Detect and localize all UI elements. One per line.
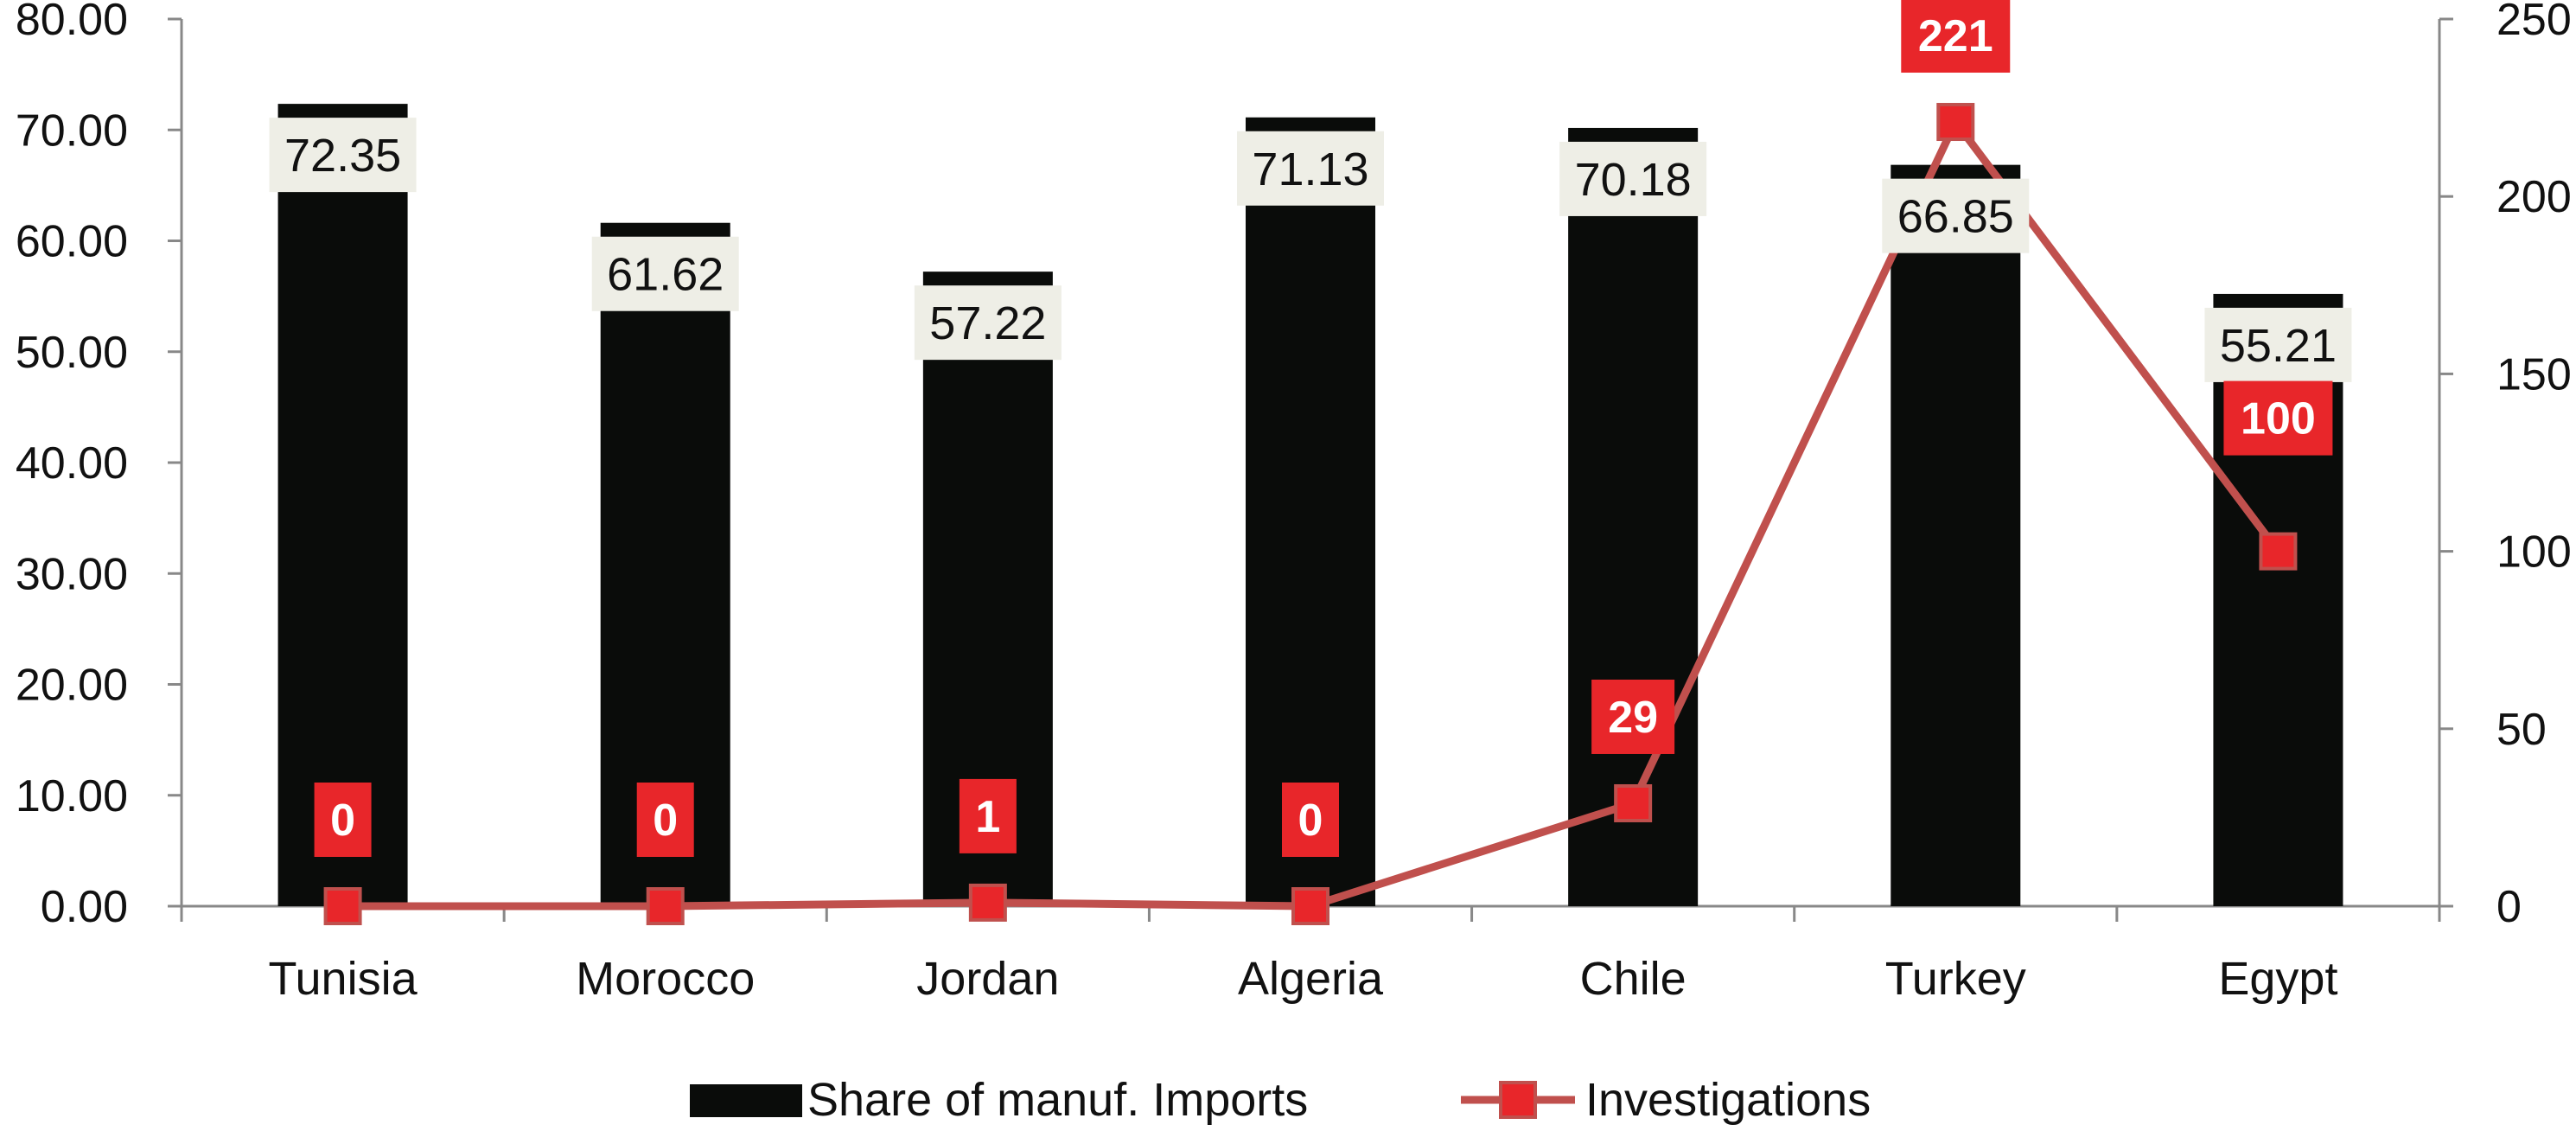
line-label: 0: [653, 796, 678, 846]
bar-label: 71.13: [1252, 144, 1368, 195]
y-left-tick-label: 30.00: [16, 549, 128, 599]
x-tick-label: Algeria: [1238, 953, 1384, 1005]
bar-label: 61.62: [607, 249, 724, 301]
y-left-tick-label: 10.00: [16, 771, 128, 821]
line-marker: [646, 887, 685, 925]
line-marker: [1936, 103, 1975, 142]
bar: [1568, 127, 1699, 906]
x-tick-label: Tunisia: [269, 953, 418, 1005]
legend-label-bar: Share of manuf. Imports: [807, 1074, 1308, 1126]
legend: Share of manuf. Imports Investigations: [690, 1074, 1871, 1126]
line-label: 1: [975, 792, 1000, 842]
legend-label-line: Investigations: [1585, 1074, 1871, 1126]
y-left-tick-label: 20.00: [16, 661, 128, 711]
legend-swatch-marker: [1499, 1081, 1537, 1119]
bar-label-box: [1237, 131, 1384, 206]
bar-label-box: [914, 285, 1062, 361]
bar: [1246, 117, 1375, 906]
line-label: 100: [2241, 394, 2316, 444]
x-tick-label: Jordan: [916, 953, 1059, 1005]
y-right-tick-label: 250: [2496, 0, 2572, 45]
bar-label: 72.35: [284, 130, 401, 182]
bar: [277, 104, 408, 906]
line-marker: [968, 883, 1007, 922]
line-marker: [323, 887, 362, 925]
bar-label-box: [2204, 307, 2352, 382]
bar: [1891, 164, 2021, 906]
line-label-box: [1282, 783, 1339, 857]
line-label-box: [1901, 0, 2011, 73]
bar-label: 57.22: [929, 297, 1046, 349]
legend-swatch-bar: [690, 1084, 802, 1117]
bar-label: 55.21: [2220, 320, 2337, 372]
line-marker: [2259, 532, 2298, 571]
line-label: 0: [330, 796, 355, 846]
y-right-tick-label: 150: [2496, 349, 2572, 399]
line-label: 221: [1918, 11, 1993, 61]
line-series: [323, 103, 2298, 925]
bar-label-box: [1882, 178, 2030, 253]
line-label: 0: [1298, 796, 1323, 846]
line-label-box: [2223, 380, 2333, 456]
line-label-box: [314, 783, 372, 857]
bar-label: 66.85: [1897, 191, 2014, 243]
y-left-tick-label: 60.00: [16, 217, 128, 267]
line-label-box: [959, 778, 1017, 853]
line-marker: [1291, 887, 1329, 925]
line-label-box: [1591, 679, 1675, 754]
y-axis-right: 0 50 100 150 200 250: [2438, 0, 2572, 932]
y-left-tick-label: 40.00: [16, 438, 128, 489]
y-right-tick-label: 50: [2496, 705, 2547, 755]
bar-data-labels: 72.35 61.62 57.22 71.13 70.18 66.85 55.21: [269, 118, 2352, 382]
bar-label: 70.18: [1575, 154, 1692, 206]
y-right-tick-label: 0: [2496, 882, 2522, 932]
line-data-labels: 0 0 1 0 29 221 100: [314, 0, 2333, 857]
line-marker: [1614, 783, 1653, 822]
x-tick-label: Egypt: [2218, 953, 2337, 1005]
y-left-tick-label: 50.00: [16, 328, 128, 378]
y-axis-left: 0.00 10.00 20.00 30.00 40.00 50.00 60.00 70.00 8…: [16, 0, 183, 932]
line-label-box: [636, 783, 694, 857]
y-right-tick-label: 100: [2496, 527, 2572, 578]
bar-label-box: [269, 118, 417, 193]
bar-series: [277, 104, 2343, 906]
y-left-tick-label: 80.00: [16, 0, 128, 45]
x-tick-label: Turkey: [1885, 953, 2026, 1005]
line-label: 29: [1608, 693, 1658, 743]
x-tick-label: Morocco: [576, 953, 755, 1005]
x-tick-label: Chile: [1580, 953, 1687, 1005]
bar-label-box: [591, 236, 739, 311]
y-left-tick-label: 0.00: [41, 882, 128, 932]
y-left-tick-label: 70.00: [16, 105, 128, 156]
y-right-tick-label: 200: [2496, 172, 2572, 222]
bar-label-box: [1559, 141, 1707, 216]
